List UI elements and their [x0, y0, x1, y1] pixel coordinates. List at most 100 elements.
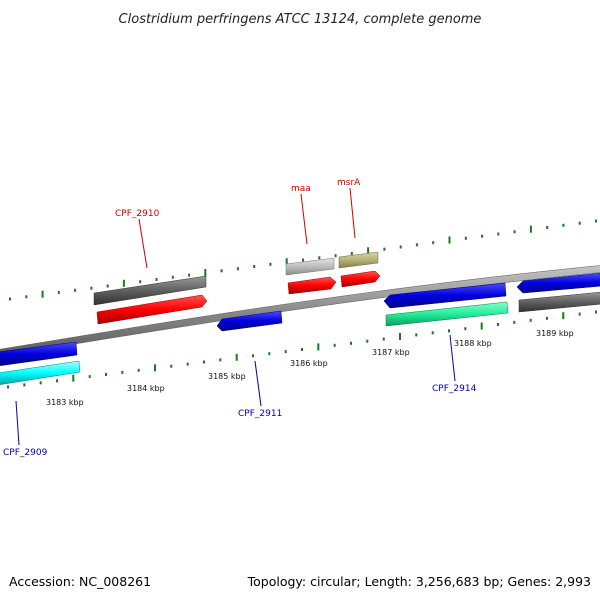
- leader-line-cpf-2911: [254, 360, 262, 407]
- gene-label-cpf-2909[interactable]: CPF_2909: [3, 448, 48, 458]
- topology-text: Topology: circular; Length: 3,256,683 bp…: [247, 574, 591, 589]
- minor-tick: [350, 252, 353, 255]
- gene-blue-cpf-2909[interactable]: [0, 341, 78, 366]
- gene-label-maa[interactable]: maa: [291, 184, 311, 194]
- major-tick: [480, 322, 483, 330]
- leader-line-cpf-2910: [138, 218, 148, 269]
- major-tick: [41, 290, 44, 298]
- minor-tick: [139, 280, 142, 284]
- minor-tick: [39, 381, 42, 385]
- minor-tick: [350, 341, 352, 345]
- minor-tick: [25, 295, 28, 299]
- gene-dark-gray-cpf-2910[interactable]: [93, 275, 207, 306]
- major-tick: [122, 279, 125, 287]
- minor-tick: [90, 286, 93, 290]
- gene-cyan-cpf-2909[interactable]: [0, 360, 81, 385]
- gene-blue-right-edge[interactable]: [516, 272, 600, 294]
- minor-tick: [595, 219, 597, 223]
- minor-tick: [268, 352, 271, 356]
- minor-tick: [88, 375, 91, 379]
- minor-tick: [269, 262, 272, 266]
- minor-tick: [382, 337, 385, 341]
- leader-line-cpf-2914: [449, 334, 456, 382]
- minor-tick: [481, 234, 484, 238]
- lower-tick-track: [7, 310, 597, 389]
- minor-tick: [546, 316, 548, 320]
- minor-tick: [302, 258, 304, 262]
- minor-tick: [333, 343, 336, 347]
- major-tick: [448, 236, 451, 244]
- gene-dark-gray-right-edge[interactable]: [518, 291, 600, 313]
- minor-tick: [220, 269, 223, 273]
- minor-tick: [74, 288, 77, 292]
- minor-tick: [578, 221, 581, 225]
- gene-red-maa[interactable]: [287, 276, 337, 295]
- minor-tick: [155, 278, 158, 281]
- major-tick: [204, 269, 207, 276]
- minor-tick: [562, 223, 565, 227]
- major-tick: [72, 374, 75, 382]
- minor-tick: [399, 245, 402, 249]
- minor-tick: [170, 364, 173, 368]
- scale-label-3188: 3188 kbp: [454, 339, 492, 348]
- gene-olive-msra[interactable]: [338, 251, 379, 269]
- major-tick: [367, 247, 370, 255]
- leader-line-msra: [349, 187, 356, 239]
- minor-tick: [464, 327, 467, 331]
- minor-tick: [203, 360, 205, 364]
- minor-tick: [105, 373, 107, 376]
- major-tick: [399, 333, 401, 340]
- accession-text: Accession: NC_008261: [9, 574, 151, 589]
- minor-tick: [578, 312, 581, 316]
- minor-tick: [57, 291, 60, 294]
- genome-backbone: [0, 265, 600, 357]
- minor-tick: [366, 339, 369, 343]
- gene-seagreen-cpf-2914[interactable]: [385, 301, 509, 327]
- gene-label-cpf-2910[interactable]: CPF_2910: [115, 209, 160, 219]
- major-tick: [317, 343, 320, 351]
- major-tick: [529, 225, 532, 233]
- major-tick: [562, 312, 565, 320]
- minor-tick: [497, 323, 499, 326]
- leader-line-maa: [300, 193, 308, 245]
- minor-tick: [383, 247, 386, 251]
- major-tick: [154, 364, 156, 372]
- gene-label-cpf-2911[interactable]: CPF_2911: [238, 409, 282, 419]
- minor-tick: [432, 241, 435, 245]
- leader-line-cpf-2909: [15, 400, 20, 446]
- map-title: Clostridium perfringens ATCC 13124, comp…: [119, 12, 482, 27]
- minor-tick: [186, 362, 189, 366]
- minor-tick: [513, 230, 516, 234]
- upper-tick-track: [9, 219, 597, 301]
- gene-red-cpf-2910[interactable]: [96, 294, 208, 325]
- minor-tick: [464, 236, 467, 240]
- minor-tick: [595, 310, 597, 314]
- scale-label-3186: 3186 kbp: [290, 359, 328, 368]
- minor-tick: [448, 329, 450, 333]
- minor-tick: [529, 318, 532, 322]
- minor-tick: [318, 256, 321, 260]
- minor-tick: [56, 379, 58, 383]
- scale-label-3184: 3184 kbp: [127, 384, 165, 393]
- minor-tick: [513, 320, 516, 324]
- gene-blue-cpf-2911[interactable]: [216, 310, 283, 332]
- minor-tick: [415, 243, 418, 247]
- minor-tick: [121, 370, 124, 374]
- scale-label-3189: 3189 kbp: [536, 329, 574, 338]
- gene-light-gray-maa[interactable]: [285, 257, 335, 276]
- gene-blue-cpf-2914[interactable]: [383, 282, 507, 309]
- minor-tick: [188, 273, 191, 277]
- minor-tick: [9, 297, 11, 301]
- minor-tick: [415, 333, 418, 337]
- minor-tick: [137, 368, 140, 372]
- gene-label-msra[interactable]: msrA: [337, 178, 361, 188]
- scale-label-3187: 3187 kbp: [372, 348, 410, 357]
- minor-tick: [252, 354, 254, 358]
- minor-tick: [171, 275, 174, 279]
- minor-tick: [106, 284, 109, 288]
- scale-label-3185: 3185 kbp: [208, 372, 246, 381]
- gene-label-cpf-2914[interactable]: CPF_2914: [432, 384, 477, 394]
- gene-red-msra[interactable]: [340, 270, 381, 288]
- minor-tick: [236, 267, 239, 271]
